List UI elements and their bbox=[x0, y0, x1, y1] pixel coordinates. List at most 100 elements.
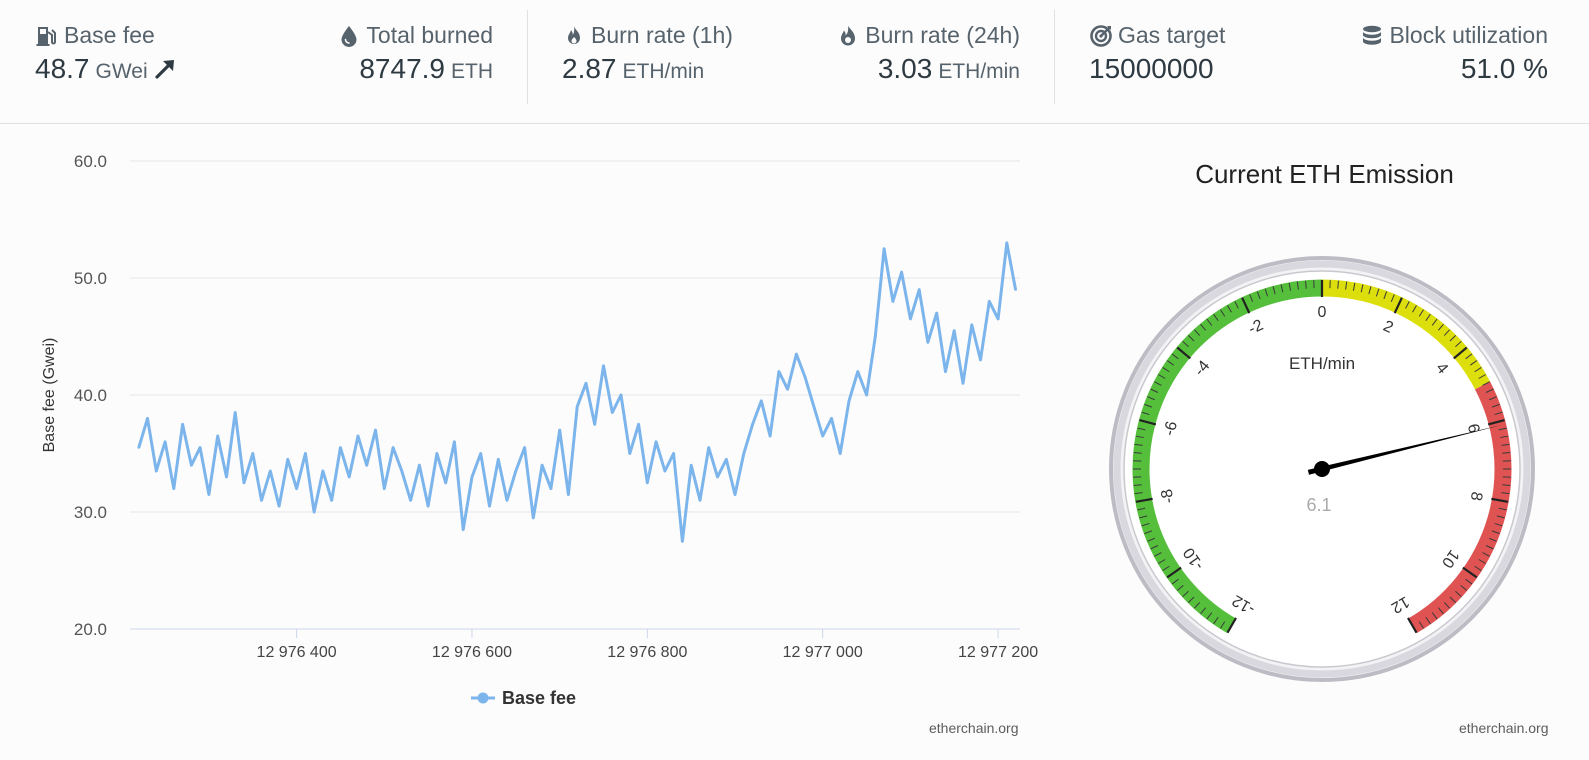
data-point[interactable] bbox=[786, 388, 788, 390]
data-point[interactable] bbox=[366, 464, 368, 466]
data-point[interactable] bbox=[971, 324, 973, 326]
data-point[interactable] bbox=[392, 446, 394, 448]
data-point[interactable] bbox=[260, 499, 262, 501]
data-point[interactable] bbox=[1014, 289, 1016, 291]
data-point[interactable] bbox=[278, 505, 280, 507]
data-point[interactable] bbox=[313, 511, 315, 513]
data-point[interactable] bbox=[769, 435, 771, 437]
data-point[interactable] bbox=[637, 423, 639, 425]
data-point[interactable] bbox=[576, 406, 578, 408]
data-point[interactable] bbox=[558, 429, 560, 431]
data-point[interactable] bbox=[243, 482, 245, 484]
data-point[interactable] bbox=[234, 411, 236, 413]
data-point[interactable] bbox=[743, 452, 745, 454]
data-point[interactable] bbox=[883, 248, 885, 250]
data-point[interactable] bbox=[892, 300, 894, 302]
data-point[interactable] bbox=[1006, 242, 1008, 244]
data-point[interactable] bbox=[497, 458, 499, 460]
legend-item-base-fee[interactable]: Base fee bbox=[471, 688, 576, 708]
data-point[interactable] bbox=[611, 411, 613, 413]
data-point[interactable] bbox=[594, 423, 596, 425]
data-point[interactable] bbox=[515, 470, 517, 472]
data-point[interactable] bbox=[374, 429, 376, 431]
data-point[interactable] bbox=[927, 341, 929, 343]
data-point[interactable] bbox=[760, 400, 762, 402]
data-point[interactable] bbox=[839, 452, 841, 454]
data-point[interactable] bbox=[979, 359, 981, 361]
data-point[interactable] bbox=[813, 406, 815, 408]
data-point[interactable] bbox=[778, 370, 780, 372]
data-point[interactable] bbox=[699, 499, 701, 501]
data-point[interactable] bbox=[208, 493, 210, 495]
data-point[interactable] bbox=[655, 441, 657, 443]
data-point[interactable] bbox=[523, 446, 525, 448]
data-point[interactable] bbox=[462, 528, 464, 530]
data-point[interactable] bbox=[480, 452, 482, 454]
data-point[interactable] bbox=[181, 423, 183, 425]
data-point[interactable] bbox=[436, 452, 438, 454]
data-point[interactable] bbox=[857, 370, 859, 372]
data-point[interactable] bbox=[734, 493, 736, 495]
data-point[interactable] bbox=[190, 464, 192, 466]
data-point[interactable] bbox=[138, 446, 140, 448]
data-point[interactable] bbox=[953, 329, 955, 331]
data-point[interactable] bbox=[822, 435, 824, 437]
data-point[interactable] bbox=[830, 417, 832, 419]
data-point[interactable] bbox=[506, 499, 508, 501]
data-point[interactable] bbox=[269, 470, 271, 472]
data-point[interactable] bbox=[199, 446, 201, 448]
data-point[interactable] bbox=[146, 417, 148, 419]
data-point[interactable] bbox=[339, 446, 341, 448]
data-point[interactable] bbox=[672, 452, 674, 454]
data-point[interactable] bbox=[681, 540, 683, 542]
chart-credit[interactable]: etherchain.org bbox=[929, 720, 1019, 736]
data-point[interactable] bbox=[295, 487, 297, 489]
data-point[interactable] bbox=[427, 505, 429, 507]
data-point[interactable] bbox=[585, 382, 587, 384]
data-point[interactable] bbox=[900, 271, 902, 273]
data-point[interactable] bbox=[997, 318, 999, 320]
data-point[interactable] bbox=[216, 435, 218, 437]
data-point[interactable] bbox=[488, 505, 490, 507]
data-point[interactable] bbox=[304, 452, 306, 454]
data-point[interactable] bbox=[874, 335, 876, 337]
data-point[interactable] bbox=[348, 476, 350, 478]
data-point[interactable] bbox=[330, 499, 332, 501]
data-point[interactable] bbox=[164, 441, 166, 443]
base-fee-series-line[interactable] bbox=[139, 243, 1016, 541]
data-point[interactable] bbox=[322, 470, 324, 472]
data-point[interactable] bbox=[471, 476, 473, 478]
data-point[interactable] bbox=[550, 487, 552, 489]
data-point[interactable] bbox=[944, 370, 946, 372]
data-point[interactable] bbox=[795, 353, 797, 355]
data-point[interactable] bbox=[988, 300, 990, 302]
data-point[interactable] bbox=[804, 376, 806, 378]
data-point[interactable] bbox=[532, 517, 534, 519]
data-point[interactable] bbox=[629, 452, 631, 454]
data-point[interactable] bbox=[716, 476, 718, 478]
data-point[interactable] bbox=[918, 289, 920, 291]
data-point[interactable] bbox=[865, 394, 867, 396]
data-point[interactable] bbox=[453, 441, 455, 443]
data-point[interactable] bbox=[664, 470, 666, 472]
data-point[interactable] bbox=[225, 476, 227, 478]
data-point[interactable] bbox=[173, 487, 175, 489]
data-point[interactable] bbox=[541, 464, 543, 466]
data-point[interactable] bbox=[962, 382, 964, 384]
data-point[interactable] bbox=[620, 394, 622, 396]
data-point[interactable] bbox=[567, 493, 569, 495]
data-point[interactable] bbox=[444, 482, 446, 484]
data-point[interactable] bbox=[909, 318, 911, 320]
data-point[interactable] bbox=[646, 482, 648, 484]
data-point[interactable] bbox=[848, 400, 850, 402]
data-point[interactable] bbox=[418, 464, 420, 466]
data-point[interactable] bbox=[357, 435, 359, 437]
data-point[interactable] bbox=[690, 464, 692, 466]
data-point[interactable] bbox=[383, 487, 385, 489]
gauge-credit[interactable]: etherchain.org bbox=[1459, 720, 1549, 736]
data-point[interactable] bbox=[287, 458, 289, 460]
data-point[interactable] bbox=[602, 365, 604, 367]
data-point[interactable] bbox=[409, 499, 411, 501]
